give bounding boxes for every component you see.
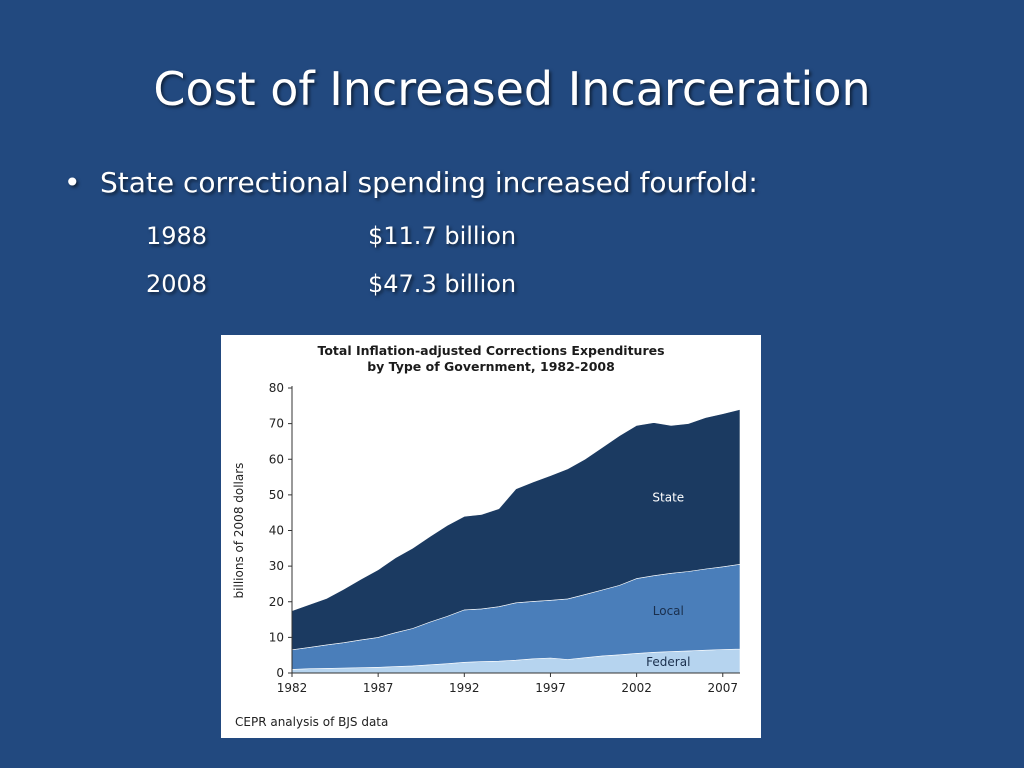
bullet-text: State correctional spending increased fo… — [100, 166, 758, 199]
bullet-item: • State correctional spending increased f… — [64, 166, 758, 199]
row-year: 1988 — [146, 222, 208, 250]
expenditures-chart: Total Inflation-adjusted Corrections Exp… — [221, 335, 761, 738]
x-tick-label: 2007 — [707, 681, 738, 695]
x-tick-label: 1982 — [277, 681, 308, 695]
y-tick-label: 10 — [269, 630, 284, 644]
y-tick-label: 60 — [269, 452, 284, 466]
chart-title: Total Inflation-adjusted Corrections Exp… — [221, 343, 761, 375]
slide-title: Cost of Increased Incarceration — [153, 62, 871, 116]
y-axis-label: billions of 2008 dollars — [232, 463, 246, 599]
row-year: 2008 — [146, 270, 208, 298]
chart-subtitle: by Type of Government, 1982-2008 — [367, 359, 615, 374]
row-value: $11.7 billion — [368, 222, 517, 250]
chart-source: CEPR analysis of BJS data — [235, 715, 389, 729]
y-tick-label: 20 — [269, 595, 284, 609]
y-tick-label: 30 — [269, 559, 284, 573]
chart-title-line: Total Inflation-adjusted Corrections Exp… — [317, 343, 665, 358]
area-state — [291, 409, 741, 651]
bullet-marker: • — [64, 166, 81, 199]
x-tick-label: 1997 — [535, 681, 566, 695]
y-tick-label: 80 — [269, 381, 284, 395]
y-tick-label: 70 — [269, 417, 284, 431]
x-tick-label: 1992 — [449, 681, 480, 695]
series-label-federal: Federal — [646, 655, 690, 669]
chart-plot: Federal Local State 0 10 20 30 40 50 60 70 80 1982 19… — [232, 381, 741, 695]
x-tick-label: 2002 — [621, 681, 652, 695]
y-tick-label: 0 — [276, 666, 284, 680]
series-label-local: Local — [653, 604, 684, 618]
series-label-state: State — [652, 491, 684, 505]
spending-row-2008: 2008 $47.3 billion — [146, 270, 516, 298]
x-tick-label: 1987 — [363, 681, 394, 695]
row-value: $47.3 billion — [368, 270, 517, 298]
spending-row-1988: 1988 $11.7 billion — [146, 222, 516, 250]
y-tick-label: 40 — [269, 524, 284, 538]
y-tick-label: 50 — [269, 488, 284, 502]
